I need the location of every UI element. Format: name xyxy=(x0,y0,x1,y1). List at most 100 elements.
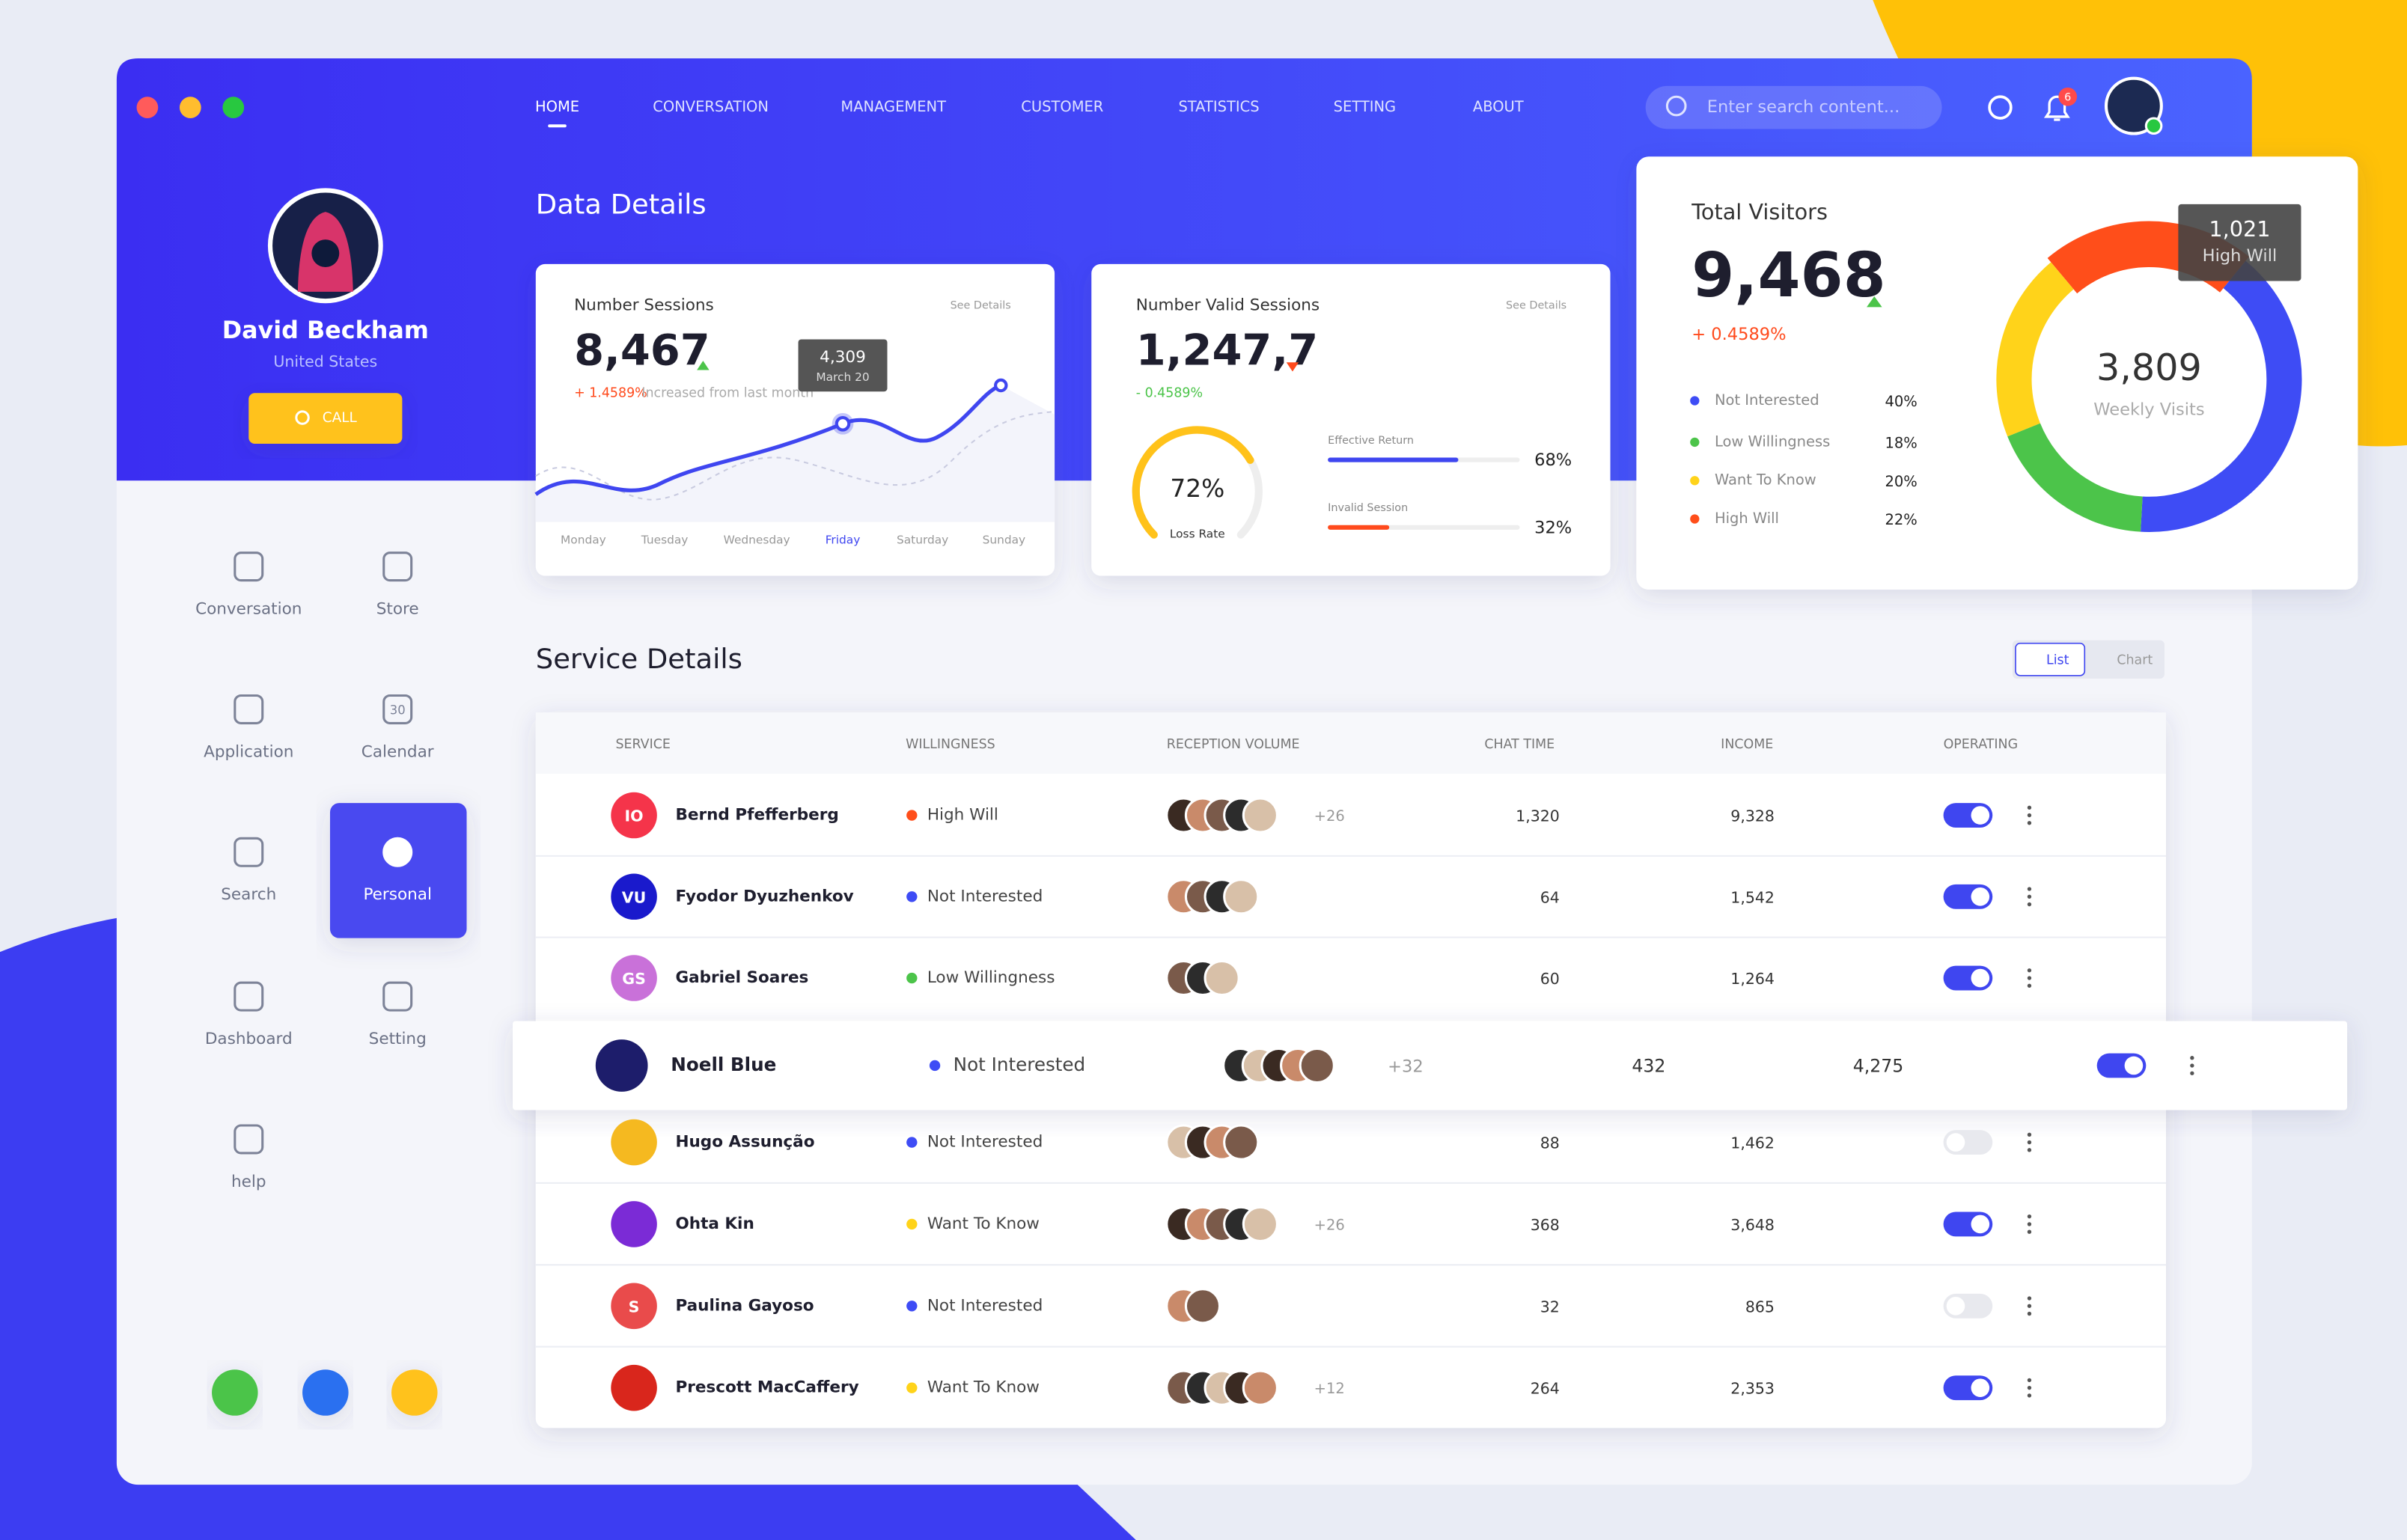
menu-label[interactable]: Personal xyxy=(363,885,432,904)
menu-label[interactable]: Store xyxy=(376,600,419,619)
more-dot[interactable] xyxy=(2027,1311,2032,1316)
service-logo xyxy=(611,1201,657,1247)
more-dot[interactable] xyxy=(2190,1071,2194,1075)
menu-label[interactable]: help xyxy=(231,1173,266,1191)
menu-label[interactable]: Setting xyxy=(369,1030,427,1048)
nav-item[interactable]: SETTING xyxy=(1334,98,1396,115)
nav-item[interactable]: CONVERSATION xyxy=(653,98,769,115)
more-dot[interactable] xyxy=(2027,1222,2032,1226)
service-name[interactable]: Prescott MacCaffery xyxy=(675,1378,858,1397)
progress-name: Invalid Session xyxy=(1328,502,1408,514)
column-header: OPERATING xyxy=(1944,737,2018,752)
menu-label[interactable]: Conversation xyxy=(195,600,302,619)
card xyxy=(1091,263,1611,576)
menu-icon[interactable] xyxy=(234,551,264,582)
search-box[interactable] xyxy=(1645,85,1942,129)
menu-icon[interactable] xyxy=(382,837,413,867)
more-dot[interactable] xyxy=(2190,1063,2194,1068)
day-label: Sunday xyxy=(983,534,1026,547)
call-icon xyxy=(295,410,310,425)
more-dot[interactable] xyxy=(2027,968,2032,973)
menu-label[interactable]: Search xyxy=(221,885,276,904)
more-dot[interactable] xyxy=(2027,1304,2032,1308)
nav-item[interactable]: CUSTOMER xyxy=(1021,98,1103,115)
service-logo-text: S xyxy=(629,1298,640,1316)
more-dot[interactable] xyxy=(2027,1140,2032,1145)
more-dot[interactable] xyxy=(2027,1132,2032,1137)
trend-up xyxy=(1867,296,1882,308)
legend-dot xyxy=(1690,476,1700,486)
nav-item[interactable]: MANAGEMENT xyxy=(841,98,946,115)
service-name[interactable]: Ohta Kin xyxy=(675,1214,754,1233)
legend-value: 20% xyxy=(1885,473,1917,490)
more-dot[interactable] xyxy=(2027,1229,2032,1234)
menu-icon[interactable] xyxy=(234,1124,264,1155)
service-name[interactable]: Gabriel Soares xyxy=(675,968,808,987)
social-icon[interactable] xyxy=(212,1369,258,1416)
reception-extra: +32 xyxy=(1388,1057,1424,1077)
income: 4,275 xyxy=(1853,1056,1903,1077)
service-name[interactable]: Paulina Gayoso xyxy=(675,1296,814,1315)
income: 3,648 xyxy=(1730,1216,1775,1234)
more-dot[interactable] xyxy=(2027,821,2032,825)
more-dot[interactable] xyxy=(2027,976,2032,980)
more-dot[interactable] xyxy=(2027,1385,2032,1390)
card-link[interactable]: See Details xyxy=(1506,299,1566,311)
more-dot[interactable] xyxy=(2190,1056,2194,1060)
menu-icon[interactable] xyxy=(382,694,413,724)
chat-time: 432 xyxy=(1632,1056,1665,1077)
more-dot[interactable] xyxy=(2027,983,2032,988)
card-title: Number Sessions xyxy=(574,296,714,314)
service-name[interactable]: Bernd Pfefferberg xyxy=(675,806,838,825)
service-name[interactable]: Fyodor Dyuzhenkov xyxy=(675,887,853,905)
more-dot[interactable] xyxy=(2027,1393,2032,1398)
service-name[interactable]: Noell Blue xyxy=(671,1054,776,1075)
more-dot[interactable] xyxy=(2027,1148,2032,1152)
legend-name: Want To Know xyxy=(1715,471,1816,489)
more-dot[interactable] xyxy=(2027,902,2032,907)
toggle-knob xyxy=(1946,1133,1965,1152)
more-dot[interactable] xyxy=(2027,894,2032,899)
nav-item[interactable]: ABOUT xyxy=(1473,98,1524,115)
settings-icon[interactable] xyxy=(1988,95,2013,120)
social-icon[interactable] xyxy=(391,1369,438,1416)
menu-icon[interactable] xyxy=(234,694,264,724)
window-close[interactable] xyxy=(136,97,159,118)
day-label: Tuesday xyxy=(641,534,689,547)
menu-icon[interactable] xyxy=(382,981,413,1012)
more-dot[interactable] xyxy=(2027,1296,2032,1301)
toggle-knob xyxy=(2124,1056,2144,1075)
tooltip-value: 4,309 xyxy=(820,348,866,367)
profile-name: David Beckham xyxy=(222,317,429,344)
day-label: Monday xyxy=(561,534,606,547)
income: 1,264 xyxy=(1730,970,1775,988)
more-dot[interactable] xyxy=(2027,813,2032,818)
menu-icon[interactable] xyxy=(234,981,264,1012)
service-logo-text: IO xyxy=(625,807,644,825)
more-dot[interactable] xyxy=(2027,1214,2032,1219)
window-minimize[interactable] xyxy=(179,97,201,118)
menu-icon[interactable] xyxy=(234,837,264,867)
card-link[interactable]: See Details xyxy=(951,299,1011,311)
social-icon[interactable] xyxy=(302,1369,349,1416)
chat-time: 88 xyxy=(1540,1134,1560,1152)
willingness: Want To Know xyxy=(927,1378,1040,1397)
donut-segment xyxy=(1996,262,2074,437)
tooltip xyxy=(798,339,888,392)
legend-name: High Will xyxy=(1715,510,1779,527)
donut-tooltip xyxy=(2178,204,2301,281)
menu-icon[interactable] xyxy=(382,551,413,582)
window-maximize[interactable] xyxy=(222,97,245,118)
more-dot[interactable] xyxy=(2027,1378,2032,1383)
view-chart[interactable]: Chart xyxy=(2117,653,2153,667)
service-name[interactable]: Hugo Assunção xyxy=(675,1133,814,1152)
menu-label[interactable]: Dashboard xyxy=(205,1030,293,1048)
menu-label[interactable]: Application xyxy=(204,742,293,761)
view-list[interactable]: List xyxy=(2046,653,2069,667)
call-button[interactable] xyxy=(248,393,403,444)
nav-item[interactable]: HOME xyxy=(535,98,579,115)
more-dot[interactable] xyxy=(2027,887,2032,891)
more-dot[interactable] xyxy=(2027,805,2032,810)
nav-item[interactable]: STATISTICS xyxy=(1178,98,1259,115)
menu-label[interactable]: Calendar xyxy=(361,742,434,761)
